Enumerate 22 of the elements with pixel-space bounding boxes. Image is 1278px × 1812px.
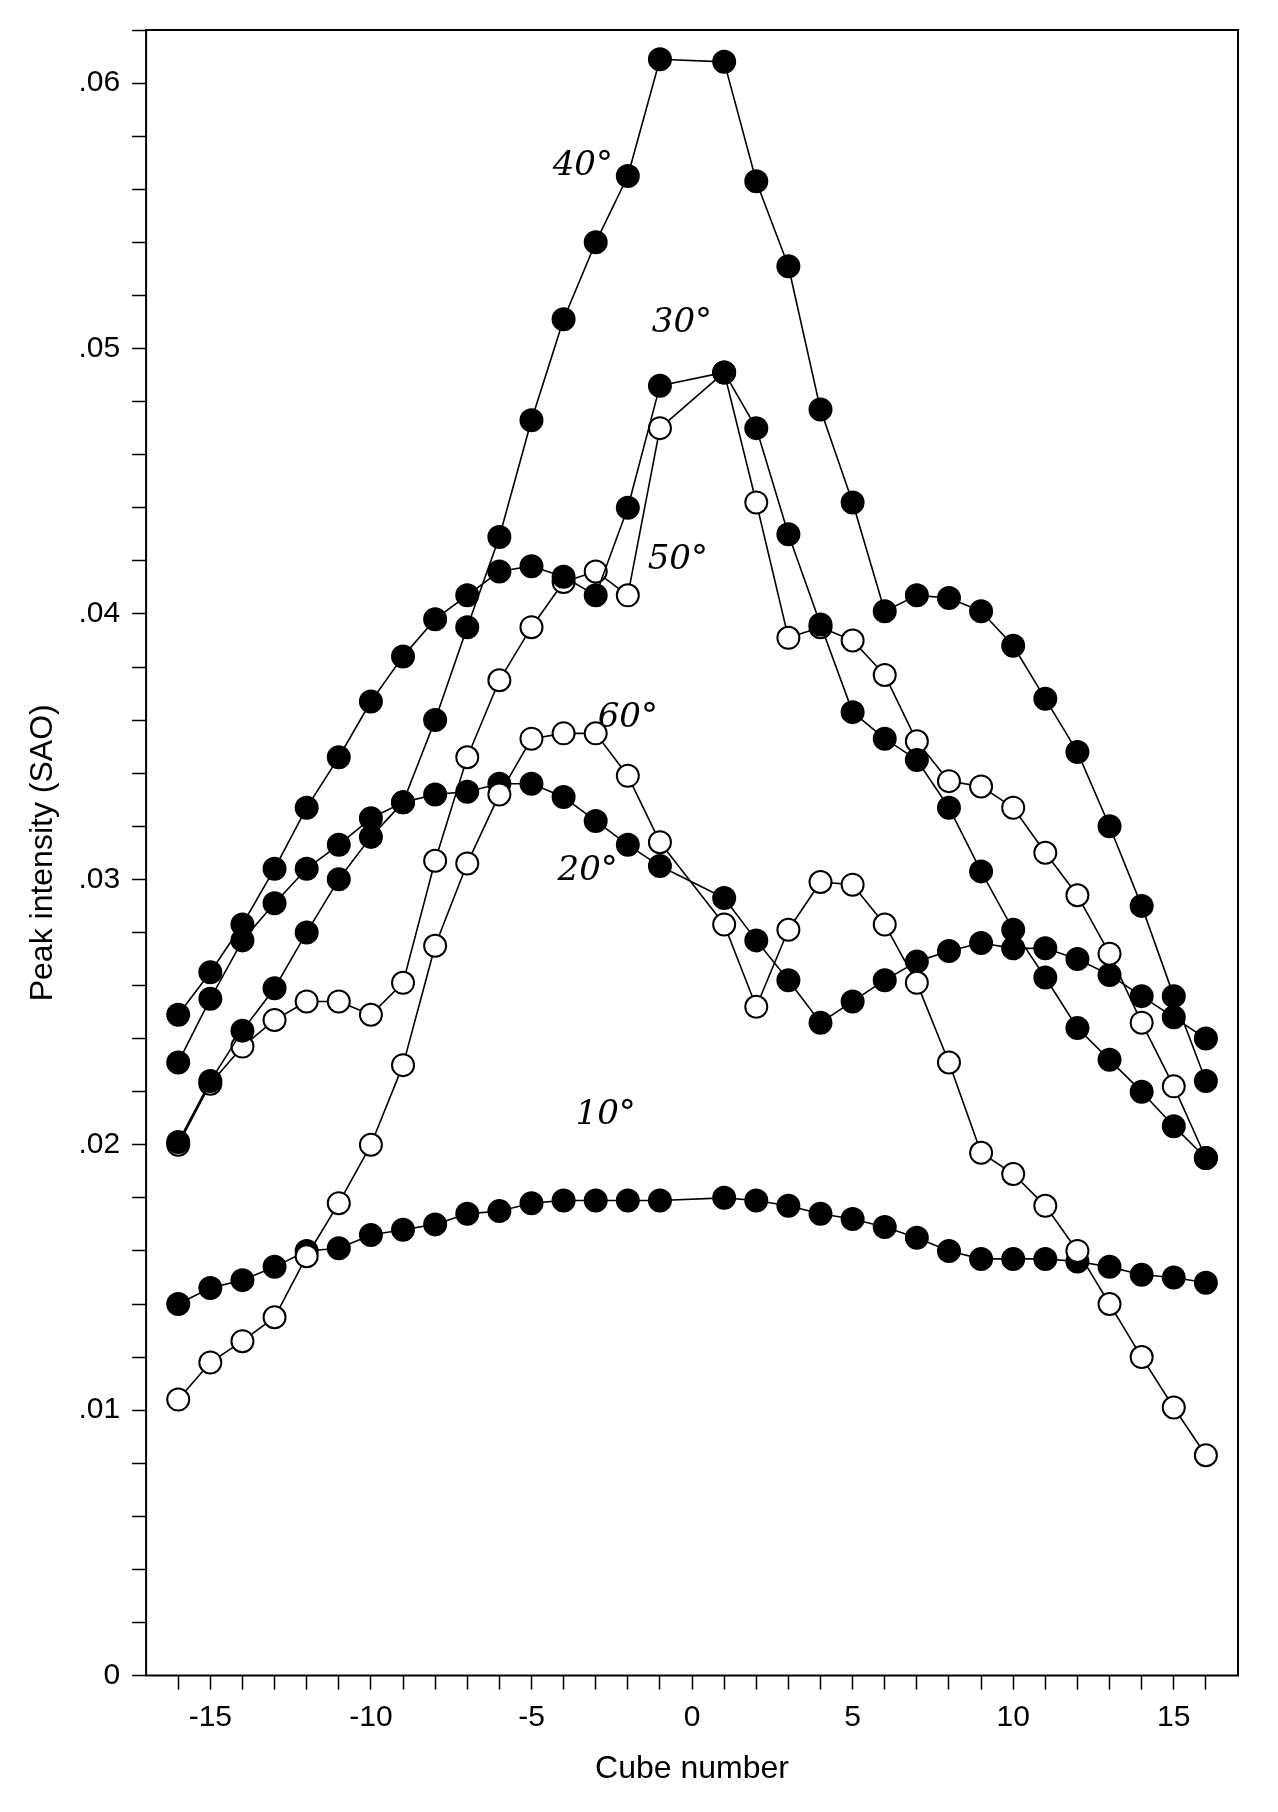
y-tick-label: .06 (78, 64, 121, 98)
x-tick-label: 5 (844, 1698, 861, 1732)
x-tick-label: 10 (996, 1698, 1030, 1732)
y-axis-title: Peak intensity (SAO) (23, 704, 60, 1002)
x-tick-label: -10 (349, 1698, 393, 1732)
y-tick-label: .03 (78, 860, 121, 894)
x-tick-label: 15 (1157, 1698, 1191, 1732)
x-tick-label: -15 (188, 1698, 233, 1732)
x-tick-label: -5 (518, 1698, 545, 1732)
y-tick-label: .01 (78, 1391, 121, 1425)
series-label: 40° (551, 142, 613, 183)
y-tick-label: .04 (78, 595, 121, 629)
series-label: 10° (575, 1092, 636, 1133)
y-tick-label: 0 (103, 1656, 121, 1690)
series-label: 60° (597, 694, 658, 735)
x-tick-label: 0 (683, 1698, 701, 1732)
series-label: 20° (556, 847, 618, 888)
y-tick-label: .05 (78, 329, 121, 363)
series-label: 50° (647, 537, 708, 578)
series-label: 30° (651, 300, 713, 341)
y-tick-label: .02 (78, 1126, 121, 1160)
x-axis-title: Cube number (595, 1748, 790, 1785)
